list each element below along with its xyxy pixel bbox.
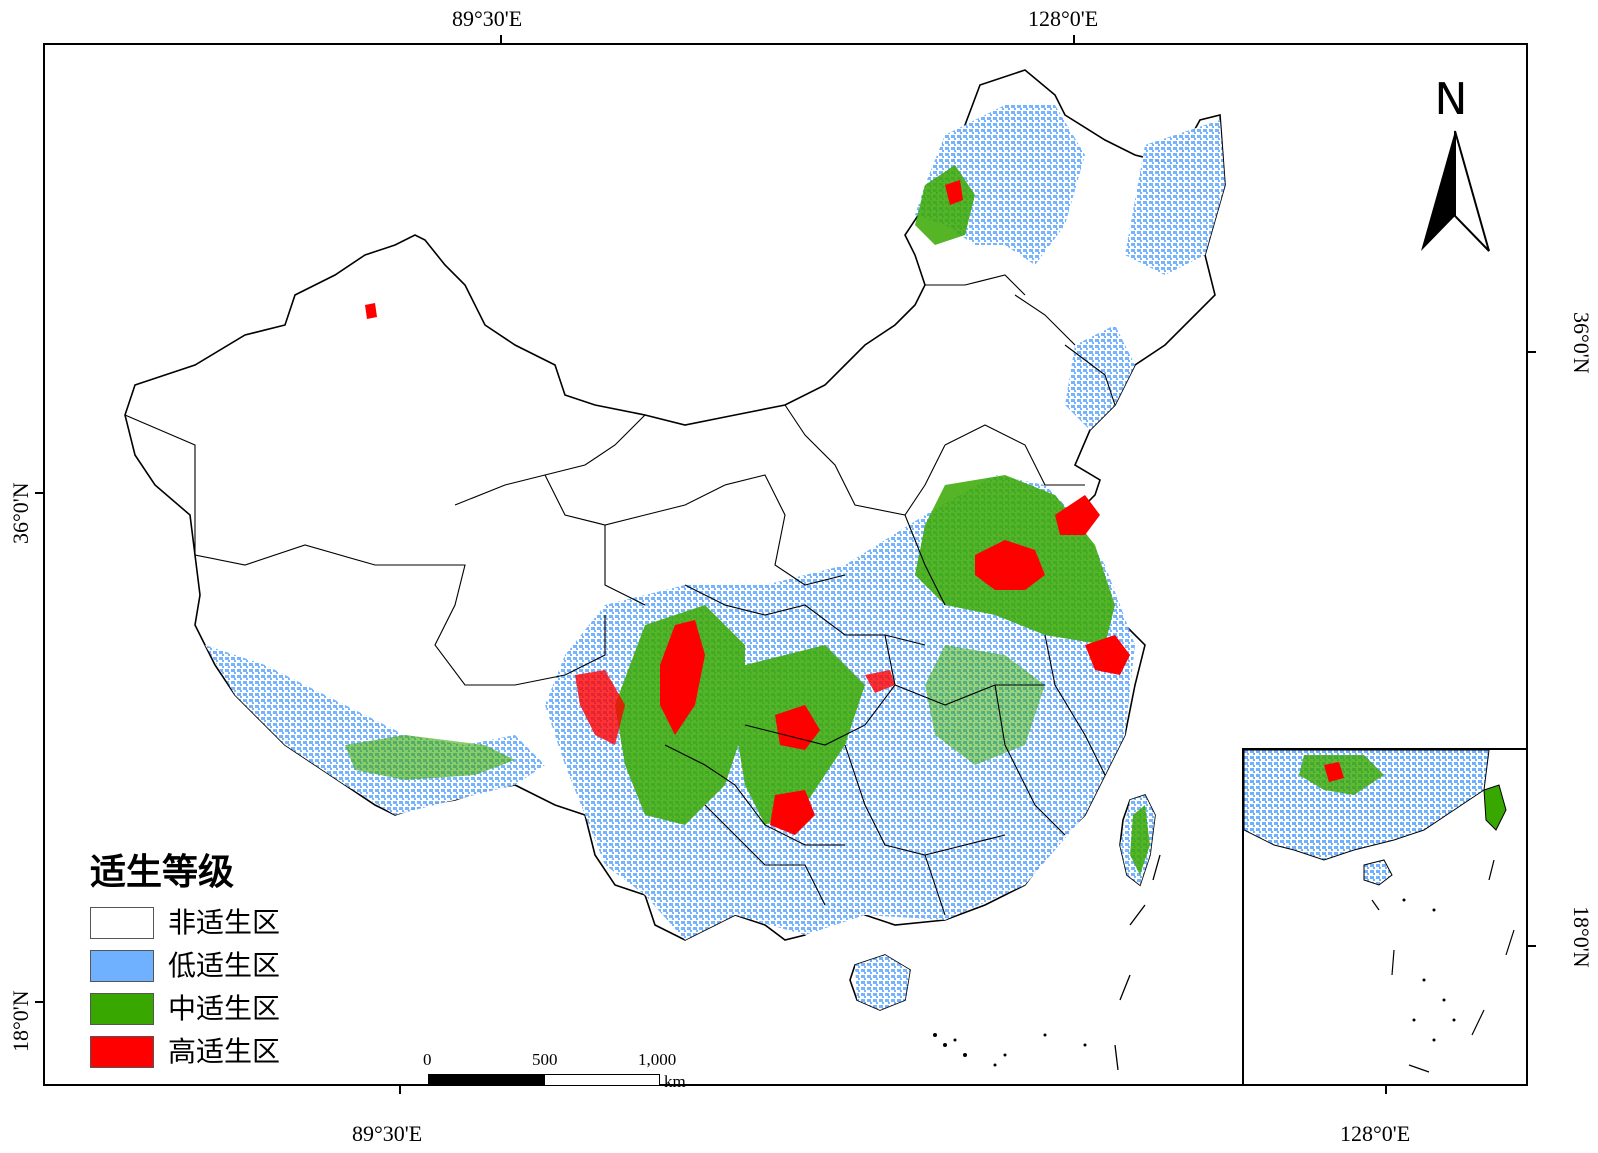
inset-map xyxy=(1242,748,1528,1086)
scale-tick-500: 500 xyxy=(532,1050,558,1069)
china-map xyxy=(124,69,1226,1071)
top-label-1: 89°30'E xyxy=(452,6,523,31)
right-label-1: 36°0'N xyxy=(1569,312,1594,374)
north-arrow: N xyxy=(1421,74,1501,252)
province-boundaries xyxy=(124,274,1116,916)
tick-left-1 xyxy=(35,492,43,494)
map-frame xyxy=(43,43,1528,1086)
legend-label: 中适生区 xyxy=(168,991,281,1025)
legend: 适生等级 非适生区 低适生区 中适生区 高适生区 xyxy=(90,855,280,1073)
legend-title: 适生等级 xyxy=(90,852,235,893)
scale-unit: km xyxy=(664,1072,686,1091)
tick-right-1 xyxy=(1528,351,1536,353)
scale-bar-fill xyxy=(429,1075,545,1085)
tick-bottom-2 xyxy=(1385,1086,1387,1094)
left-label-2: 18°0'N xyxy=(8,990,33,1052)
nine-dash-line xyxy=(1114,854,1161,1071)
north-label: N xyxy=(1434,74,1468,125)
scale-bar-track xyxy=(428,1074,660,1086)
bottom-label-1: 89°30'E xyxy=(352,1121,423,1146)
legend-swatch-high xyxy=(90,1035,154,1068)
legend-item: 中适生区 xyxy=(90,987,280,1030)
south-sea-islands xyxy=(933,1033,1087,1067)
left-label-1: 36°0'N xyxy=(8,482,33,544)
high-suitability-region xyxy=(365,180,1130,835)
tick-top-1 xyxy=(500,35,502,43)
scale-tick-1000: 1,000 xyxy=(638,1050,677,1069)
scale-tick-0: 0 xyxy=(423,1050,432,1069)
tick-bottom-1 xyxy=(399,1086,401,1094)
tick-top-2 xyxy=(1073,35,1075,43)
top-label-2: 128°0'E xyxy=(1028,6,1099,31)
legend-swatch-low xyxy=(90,949,154,982)
right-label-2: 18°0'N xyxy=(1569,906,1594,968)
legend-swatch-unsuitable xyxy=(90,906,154,939)
north-arrow-icon xyxy=(1421,130,1490,252)
legend-label: 非适生区 xyxy=(168,905,281,939)
tick-left-2 xyxy=(35,1001,43,1003)
legend-item: 高适生区 xyxy=(90,1030,280,1073)
legend-item: 非适生区 xyxy=(90,901,280,944)
bottom-label-2: 128°0'E xyxy=(1340,1121,1411,1146)
legend-item: 低适生区 xyxy=(90,944,280,987)
inset-svg xyxy=(1244,750,1515,1073)
legend-label: 高适生区 xyxy=(168,1034,281,1068)
legend-swatch-medium xyxy=(90,992,154,1025)
legend-label: 低适生区 xyxy=(168,948,281,982)
tick-right-2 xyxy=(1528,945,1536,947)
